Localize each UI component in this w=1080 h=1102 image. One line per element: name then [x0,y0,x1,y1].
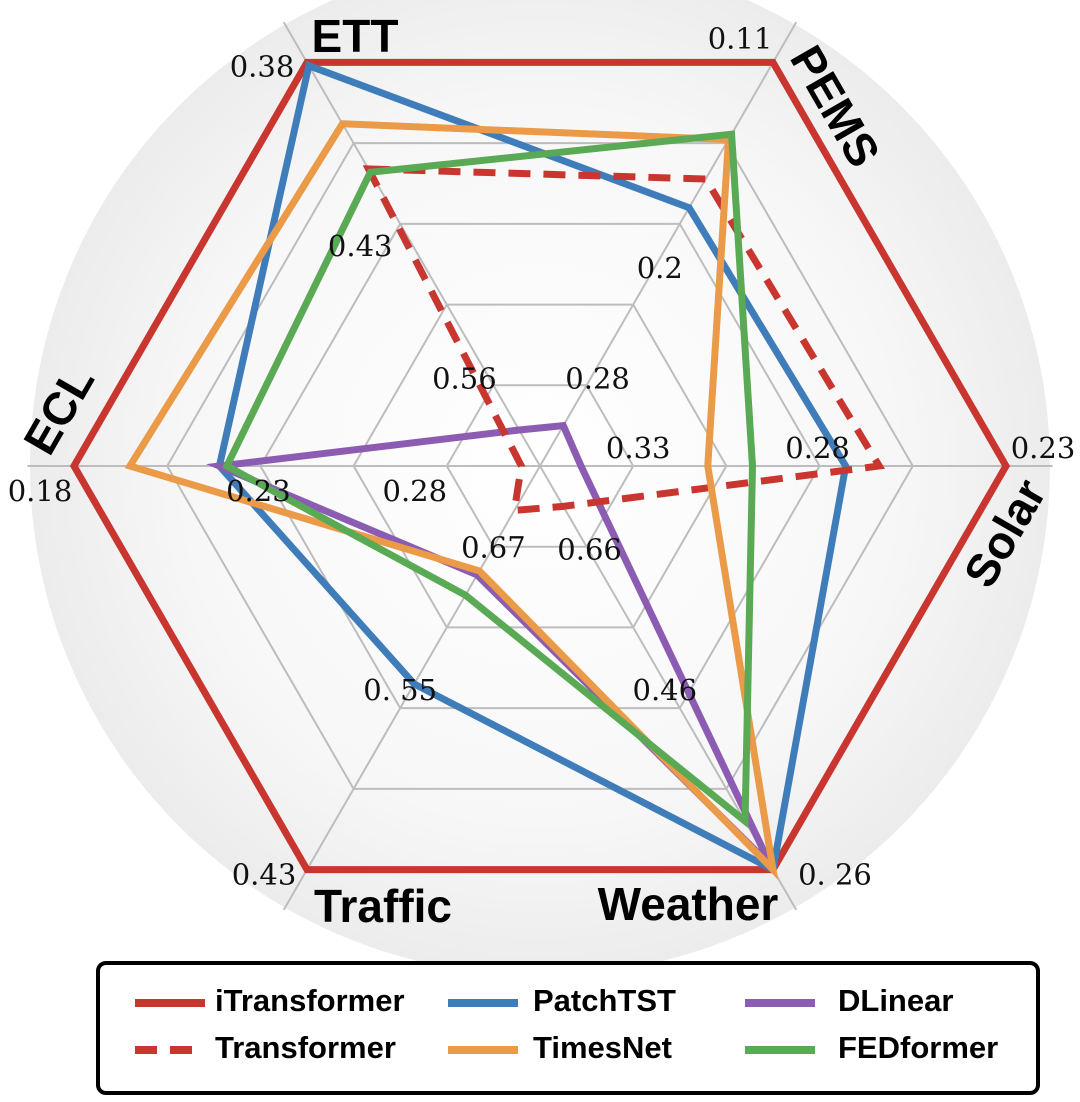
tick-label: 0. 26 [798,858,872,892]
legend-label: TimesNet [533,1030,672,1065]
legend: iTransformer PatchTST DLinear Transformer Ti… [135,983,998,1065]
series-line [362,165,886,515]
legend-label: iTransformer [215,983,405,1018]
tick-label: 0.28 [565,361,630,395]
legend-box [96,961,1040,1095]
tick-label: 0.23 [1011,431,1076,465]
spoke [282,21,541,467]
legend-label: PatchTST [533,983,676,1018]
tick-label: 0.43 [232,858,297,892]
tick-label: 0.28 [383,474,448,508]
tick-label: 0.18 [8,474,73,508]
tick-label: 0.43 [328,229,393,263]
legend-label: DLinear [838,983,953,1018]
axis-label: Traffic [314,880,452,932]
tick-label: 0.11 [708,21,773,55]
spoke [539,21,798,467]
tick-label: 0.23 [226,474,291,508]
series-layer [69,58,1011,880]
tick-label: 0.28 [785,431,850,465]
spoke [282,465,541,911]
tick-label: 0.38 [230,49,295,83]
tick-label: 0. 55 [363,673,437,707]
axis-label: Weather [598,878,779,930]
tick-label: 0.46 [633,673,698,707]
tick-label: 0.33 [606,431,671,465]
axis-label: ETT [312,10,399,62]
series-line [222,130,756,829]
legend-label: FEDformer [838,1030,998,1065]
tick-label: 0.2 [637,251,683,285]
tick-label: 0.66 [557,533,622,567]
tick-label: 0.67 [461,531,526,565]
tick-label: 0.56 [432,361,497,395]
legend-label: Transformer [215,1030,396,1065]
background [30,0,1050,976]
